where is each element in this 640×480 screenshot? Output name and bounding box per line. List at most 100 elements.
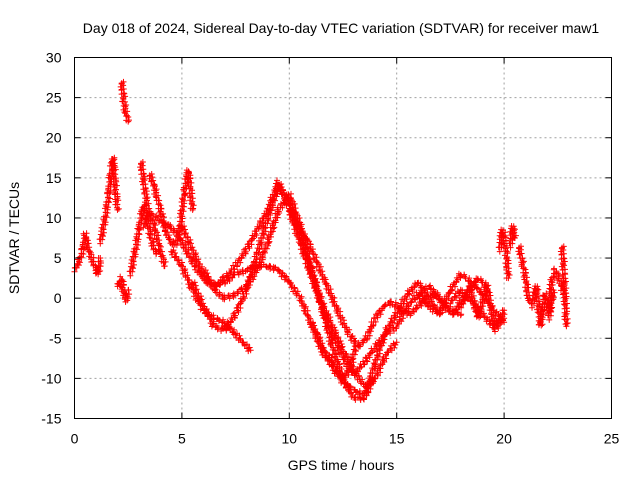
data-point bbox=[476, 307, 483, 314]
data-point bbox=[563, 316, 570, 323]
y-tick-label: 25 bbox=[46, 90, 62, 106]
data-point bbox=[187, 236, 194, 243]
data-point bbox=[120, 282, 127, 289]
data-point bbox=[331, 303, 338, 310]
data-point bbox=[183, 234, 190, 241]
data-point bbox=[77, 253, 84, 260]
data-point bbox=[193, 290, 200, 297]
data-point bbox=[153, 197, 160, 204]
data-point bbox=[269, 191, 276, 198]
data-point bbox=[501, 307, 508, 314]
data-point bbox=[271, 187, 278, 194]
data-point bbox=[151, 220, 158, 227]
data-point bbox=[287, 281, 294, 288]
data-point bbox=[185, 170, 192, 177]
data-point bbox=[535, 286, 542, 293]
data-point bbox=[508, 222, 515, 229]
data-point bbox=[451, 293, 458, 300]
data-point bbox=[302, 303, 309, 310]
data-point bbox=[152, 193, 159, 200]
data-point bbox=[420, 296, 427, 303]
data-point bbox=[192, 286, 199, 293]
data-point bbox=[340, 372, 347, 379]
data-point bbox=[247, 277, 254, 284]
data-point bbox=[445, 289, 452, 296]
data-point bbox=[522, 270, 529, 277]
data-point bbox=[437, 307, 444, 314]
data-point bbox=[180, 208, 187, 215]
data-point bbox=[369, 365, 376, 372]
data-point bbox=[506, 271, 513, 278]
data-point bbox=[551, 265, 558, 272]
data-point bbox=[159, 248, 166, 255]
data-point bbox=[138, 171, 145, 178]
data-point bbox=[279, 191, 286, 198]
data-point bbox=[331, 367, 338, 374]
data-point bbox=[503, 266, 510, 273]
data-point bbox=[110, 181, 117, 188]
data-point bbox=[141, 177, 148, 184]
data-point bbox=[265, 232, 272, 239]
data-point bbox=[453, 306, 460, 313]
data-point bbox=[161, 263, 168, 270]
data-point bbox=[341, 320, 348, 327]
data-point bbox=[465, 283, 472, 290]
data-point bbox=[179, 195, 186, 202]
data-point bbox=[134, 238, 141, 245]
data-point bbox=[408, 298, 415, 305]
series-arc17 bbox=[458, 282, 508, 335]
data-point bbox=[148, 210, 155, 217]
data-point bbox=[241, 341, 248, 348]
data-point bbox=[125, 287, 132, 294]
data-point bbox=[315, 299, 322, 306]
data-point bbox=[381, 302, 388, 309]
series-arc6 bbox=[137, 159, 169, 270]
data-point bbox=[472, 281, 479, 288]
data-point bbox=[238, 254, 245, 261]
data-point bbox=[94, 267, 101, 274]
data-point bbox=[175, 228, 182, 235]
data-point bbox=[367, 381, 374, 388]
data-point bbox=[144, 205, 151, 212]
data-point bbox=[264, 205, 271, 212]
data-point bbox=[201, 271, 208, 278]
data-point bbox=[204, 273, 211, 280]
data-point bbox=[405, 302, 412, 309]
data-point bbox=[363, 336, 370, 343]
data-point bbox=[290, 217, 297, 224]
data-point bbox=[220, 316, 227, 323]
y-tick-label: 0 bbox=[54, 290, 62, 306]
data-point bbox=[258, 222, 265, 229]
data-point bbox=[188, 246, 195, 253]
data-point bbox=[85, 240, 92, 247]
data-point bbox=[421, 287, 428, 294]
data-point bbox=[511, 235, 518, 241]
data-point bbox=[488, 313, 495, 320]
y-tick-label: -15 bbox=[41, 411, 61, 427]
data-point bbox=[206, 316, 213, 323]
data-point bbox=[331, 353, 338, 360]
data-point bbox=[241, 295, 248, 302]
data-point bbox=[563, 323, 570, 330]
data-point bbox=[533, 293, 540, 300]
data-point bbox=[384, 349, 391, 356]
data-point bbox=[115, 197, 122, 204]
data-point bbox=[427, 282, 434, 289]
data-point bbox=[336, 372, 343, 379]
data-point bbox=[511, 226, 518, 233]
data-point bbox=[317, 295, 324, 302]
data-point bbox=[498, 314, 505, 321]
data-point bbox=[424, 293, 431, 300]
data-point bbox=[561, 262, 568, 269]
data-point bbox=[150, 246, 157, 253]
data-point bbox=[301, 246, 308, 253]
data-point bbox=[214, 280, 221, 287]
data-point bbox=[126, 291, 133, 298]
ticks-layer bbox=[74, 57, 612, 419]
data-point bbox=[181, 231, 188, 238]
data-point bbox=[152, 228, 159, 235]
data-point bbox=[106, 190, 113, 197]
data-point bbox=[254, 245, 261, 252]
data-point bbox=[209, 321, 216, 328]
data-point bbox=[453, 278, 460, 285]
